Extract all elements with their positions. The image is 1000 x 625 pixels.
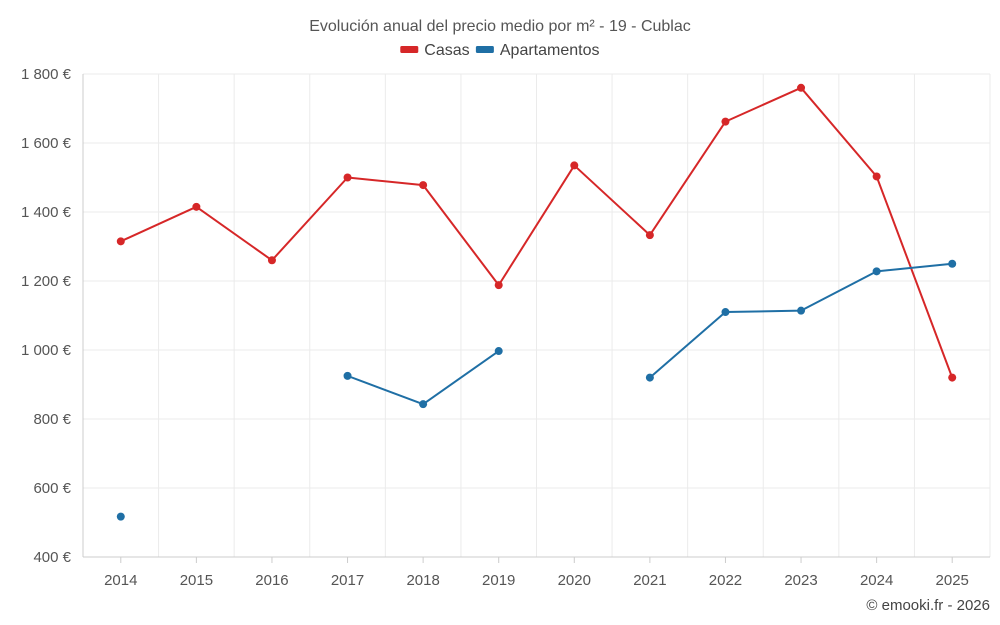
legend: Casas Apartamentos xyxy=(400,42,599,59)
data-point-apartamentos[interactable] xyxy=(872,267,881,276)
data-point-apartamentos[interactable] xyxy=(494,347,503,356)
data-point-casas[interactable] xyxy=(419,181,428,190)
x-tick-label: 2021 xyxy=(633,572,666,589)
y-tick-label: 600 € xyxy=(33,480,71,497)
x-tick-label: 2020 xyxy=(558,572,591,589)
data-point-casas[interactable] xyxy=(192,202,201,211)
data-point-casas[interactable] xyxy=(872,172,881,181)
data-point-casas[interactable] xyxy=(494,281,503,290)
data-point-casas[interactable] xyxy=(721,117,730,126)
y-tick-label: 1 600 € xyxy=(21,135,72,152)
y-tick-label: 1 000 € xyxy=(21,342,72,359)
y-tick-label: 1 800 € xyxy=(21,66,72,83)
x-tick-label: 2023 xyxy=(784,572,817,589)
x-tick-label: 2025 xyxy=(936,572,969,589)
x-tick-label: 2016 xyxy=(255,572,288,589)
series-line-apartamentos xyxy=(347,350,500,406)
axes: 400 € 600 € 800 € 1 000 € 1 200 € 1 400 € 1 60… xyxy=(21,66,990,589)
x-tick-label: 2018 xyxy=(406,572,439,589)
data-point-apartamentos[interactable] xyxy=(419,400,428,409)
x-tick-label: 2022 xyxy=(709,572,742,589)
x-tick-label: 2014 xyxy=(104,572,137,589)
y-tick-label: 400 € xyxy=(33,549,71,566)
data-point-apartamentos[interactable] xyxy=(721,308,730,317)
data-point-casas[interactable] xyxy=(343,173,352,182)
grid xyxy=(83,73,991,557)
y-tick-label: 1 200 € xyxy=(21,273,72,290)
legend-label-casas[interactable]: Casas xyxy=(424,42,469,59)
x-tick-label: 2017 xyxy=(331,572,364,589)
x-tick-label: 2019 xyxy=(482,572,515,589)
data-point-apartamentos[interactable] xyxy=(797,306,806,315)
data-point-casas[interactable] xyxy=(116,237,125,246)
data-point-casas[interactable] xyxy=(570,161,579,170)
y-tick-label: 800 € xyxy=(33,411,71,428)
data-point-casas[interactable] xyxy=(267,256,276,265)
data-point-apartamentos[interactable] xyxy=(645,373,654,382)
data-point-apartamentos[interactable] xyxy=(343,371,352,380)
y-tick-label: 1 400 € xyxy=(21,204,72,221)
data-point-apartamentos[interactable] xyxy=(948,259,957,268)
data-point-casas[interactable] xyxy=(645,231,654,240)
data-point-casas[interactable] xyxy=(797,83,806,92)
series-line-casas xyxy=(120,86,954,378)
legend-swatch-casas[interactable] xyxy=(400,46,419,53)
series xyxy=(116,83,957,521)
legend-swatch-apartamentos[interactable] xyxy=(475,46,494,53)
data-point-casas[interactable] xyxy=(948,373,957,382)
data-point-apartamentos[interactable] xyxy=(116,512,125,521)
chart-title: Evolución anual del precio medio por m² … xyxy=(309,18,691,35)
x-tick-label: 2015 xyxy=(180,572,213,589)
x-tick-label: 2024 xyxy=(860,572,893,589)
credit-text: © emooki.fr - 2026 xyxy=(866,597,990,614)
legend-label-apartamentos[interactable]: Apartamentos xyxy=(500,42,600,59)
